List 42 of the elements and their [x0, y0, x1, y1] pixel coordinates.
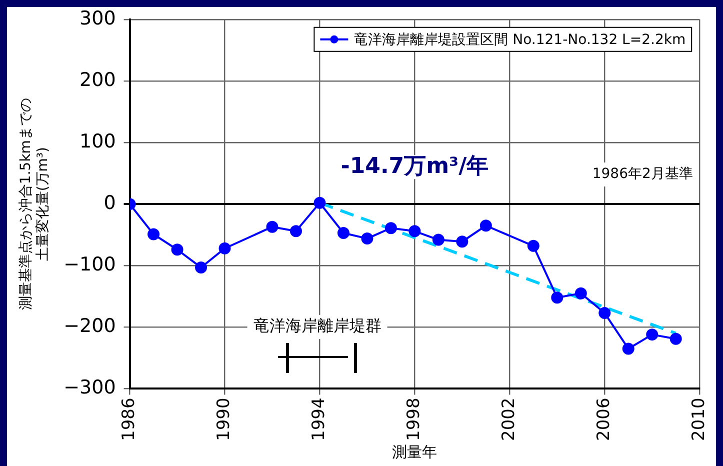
legend-label: 竜洋海岸離岸堤設置区間 No.121-No.132 L=2.2km [354, 32, 686, 48]
point [456, 236, 468, 248]
x-tick-label: 2010 [689, 398, 710, 441]
y-tick-label: 0 [104, 192, 116, 214]
point [551, 292, 564, 304]
y-tick-label: 200 [80, 68, 116, 91]
y-tick-label: −200 [64, 315, 116, 338]
point [361, 232, 374, 245]
y-tick-label: 300 [80, 7, 116, 30]
x-tick-label: 1986 [119, 398, 140, 441]
x-tick-label: 2002 [499, 398, 520, 441]
x-tick-label: 1990 [214, 398, 234, 441]
point [408, 225, 421, 238]
x-tick-label: 1994 [309, 398, 330, 441]
point [527, 240, 540, 252]
annotation: -14.7万m³/年 [340, 154, 489, 179]
x-tick-label: 1998 [404, 398, 424, 441]
text: 土量変化量(万m³) [34, 146, 51, 262]
point [218, 242, 231, 254]
annotation: 竜洋海岸離岸堤群 [253, 316, 382, 336]
point [670, 332, 682, 345]
point [480, 220, 492, 232]
point [290, 225, 302, 238]
point [171, 244, 184, 256]
point [622, 342, 634, 355]
x-tick-label: 2006 [594, 398, 614, 441]
point [266, 220, 278, 233]
y-tick-label: −300 [64, 376, 116, 399]
point [432, 234, 444, 246]
point [195, 261, 208, 274]
text: 測量基準点から沖合1.5kmまでの [18, 98, 34, 310]
point [646, 328, 658, 341]
point [598, 307, 611, 320]
annotation: 1986年2月基準 [592, 166, 693, 182]
point [314, 196, 326, 209]
point [384, 222, 397, 234]
y-tick-label: 100 [80, 130, 116, 152]
point [574, 287, 587, 300]
point [148, 228, 160, 240]
y-tick-label: −100 [64, 254, 116, 276]
point [337, 227, 350, 239]
x-axis-title: 測量年 [392, 442, 438, 461]
